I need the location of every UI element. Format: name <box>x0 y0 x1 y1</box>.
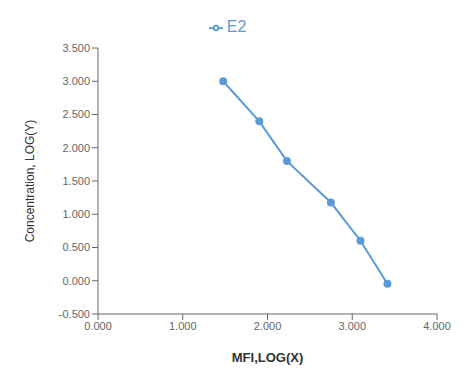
svg-text:2.500: 2.500 <box>62 108 90 120</box>
svg-text:0.500: 0.500 <box>62 241 90 253</box>
svg-text:1.000: 1.000 <box>169 320 197 332</box>
svg-text:Concentration, LOG(Y): Concentration, LOG(Y) <box>23 120 37 243</box>
svg-text:3.000: 3.000 <box>338 320 366 332</box>
svg-text:3.000: 3.000 <box>62 75 90 87</box>
svg-text:-0.500: -0.500 <box>59 308 90 320</box>
svg-text:3.500: 3.500 <box>62 42 90 54</box>
html-text:E2: E2 <box>226 18 247 35</box>
svg-text:1.000: 1.000 <box>62 208 90 220</box>
svg-text:MFI,LOG(X): MFI,LOG(X) <box>232 350 304 365</box>
svg-text:2.000: 2.000 <box>62 142 90 154</box>
svg-text:0.000: 0.000 <box>62 275 90 287</box>
svg-text:1.500: 1.500 <box>62 175 90 187</box>
svg-text:2.000: 2.000 <box>254 320 282 332</box>
svg-text:0.000: 0.000 <box>84 320 112 332</box>
svg-text:4.000: 4.000 <box>423 320 451 332</box>
